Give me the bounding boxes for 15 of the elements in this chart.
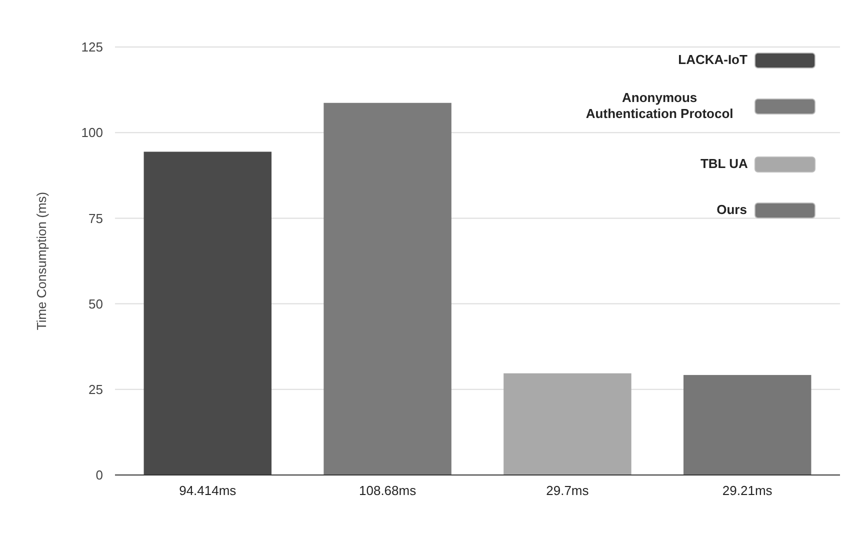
x-tick-label: 29.7ms [546, 483, 590, 498]
y-tick-label: 25 [88, 382, 103, 397]
legend-label: Ours [716, 202, 747, 217]
y-tick-label: 50 [88, 296, 103, 312]
y-tick-label: 0 [96, 468, 103, 483]
legend-label: LACKA-IoT [678, 52, 748, 67]
legend-label: Anonymous Authentication Protocol [586, 90, 734, 121]
x-tick-label: 108.68ms [359, 483, 417, 498]
y-tick-label: 75 [88, 210, 103, 226]
y-tick-label: 125 [81, 40, 103, 55]
x-tick-label: 29.21ms [722, 483, 773, 498]
legend-label: TBL UA [700, 156, 749, 171]
y-axis-title: Time Consumption (ms) [34, 192, 49, 330]
x-tick-label: 94.414ms [179, 483, 237, 498]
y-tick-label: 100 [81, 125, 103, 140]
